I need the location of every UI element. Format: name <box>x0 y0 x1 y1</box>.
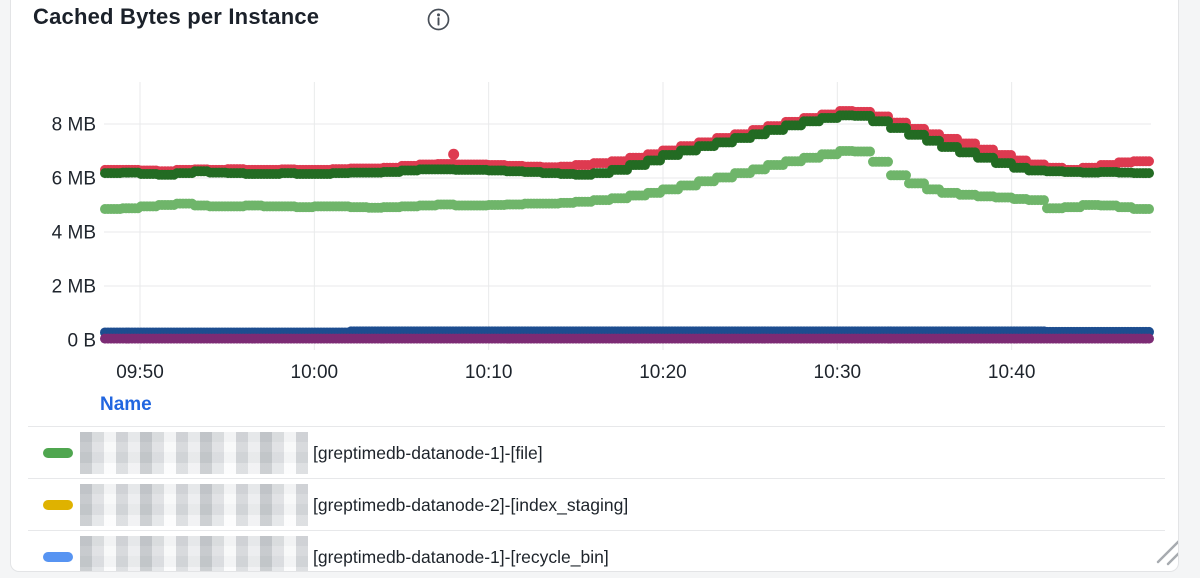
row-divider <box>28 426 1165 427</box>
legend-header-name[interactable]: Name <box>100 394 152 415</box>
legend-row[interactable]: [greptimedb-datanode-2]-[index_staging] <box>11 479 1178 531</box>
legend-row-label: [greptimedb-datanode-1]-[recycle_bin] <box>313 546 609 567</box>
redacted-label-prefix <box>80 484 308 526</box>
svg-text:2 MB: 2 MB <box>52 277 96 298</box>
panel-title: Cached Bytes per Instance <box>33 4 320 29</box>
svg-text:10:30: 10:30 <box>814 362 862 383</box>
svg-text:10:20: 10:20 <box>639 362 687 383</box>
legend-row-label: [greptimedb-datanode-2]-[index_staging] <box>313 494 629 515</box>
svg-text:10:10: 10:10 <box>465 362 513 383</box>
svg-text:0 B: 0 B <box>67 331 96 352</box>
svg-text:10:40: 10:40 <box>988 362 1036 383</box>
series-color-marker <box>43 552 73 562</box>
panel-content: Cached Bytes per Instance 09:50 10:00 10:1… <box>10 0 1179 571</box>
redacted-label-prefix <box>80 432 308 474</box>
svg-text:4 MB: 4 MB <box>52 223 96 244</box>
series-color-marker <box>43 448 73 458</box>
svg-text:10:00: 10:00 <box>291 362 339 383</box>
legend-row-label: [greptimedb-datanode-1]-[file] <box>313 442 543 463</box>
chart-canvas[interactable]: 09:50 10:00 10:10 10:20 10:30 10:40 8 MB 6 MB 4 … <box>10 0 1179 392</box>
svg-text:8 MB: 8 MB <box>52 115 96 136</box>
redacted-label-prefix <box>80 536 308 571</box>
svg-text:6 MB: 6 MB <box>52 169 96 190</box>
row-divider <box>28 530 1165 531</box>
panel-resize-handle[interactable] <box>1154 536 1179 566</box>
chart-panel: Cached Bytes per Instance 09:50 10:00 10:1… <box>10 0 1179 572</box>
legend-row[interactable]: [greptimedb-datanode-1]-[file] <box>11 427 1178 479</box>
svg-text:09:50: 09:50 <box>116 362 164 383</box>
row-divider <box>28 478 1165 479</box>
series-color-marker <box>43 500 73 510</box>
legend-row[interactable]: [greptimedb-datanode-1]-[recycle_bin] <box>11 531 1178 571</box>
info-icon[interactable] <box>427 8 450 31</box>
